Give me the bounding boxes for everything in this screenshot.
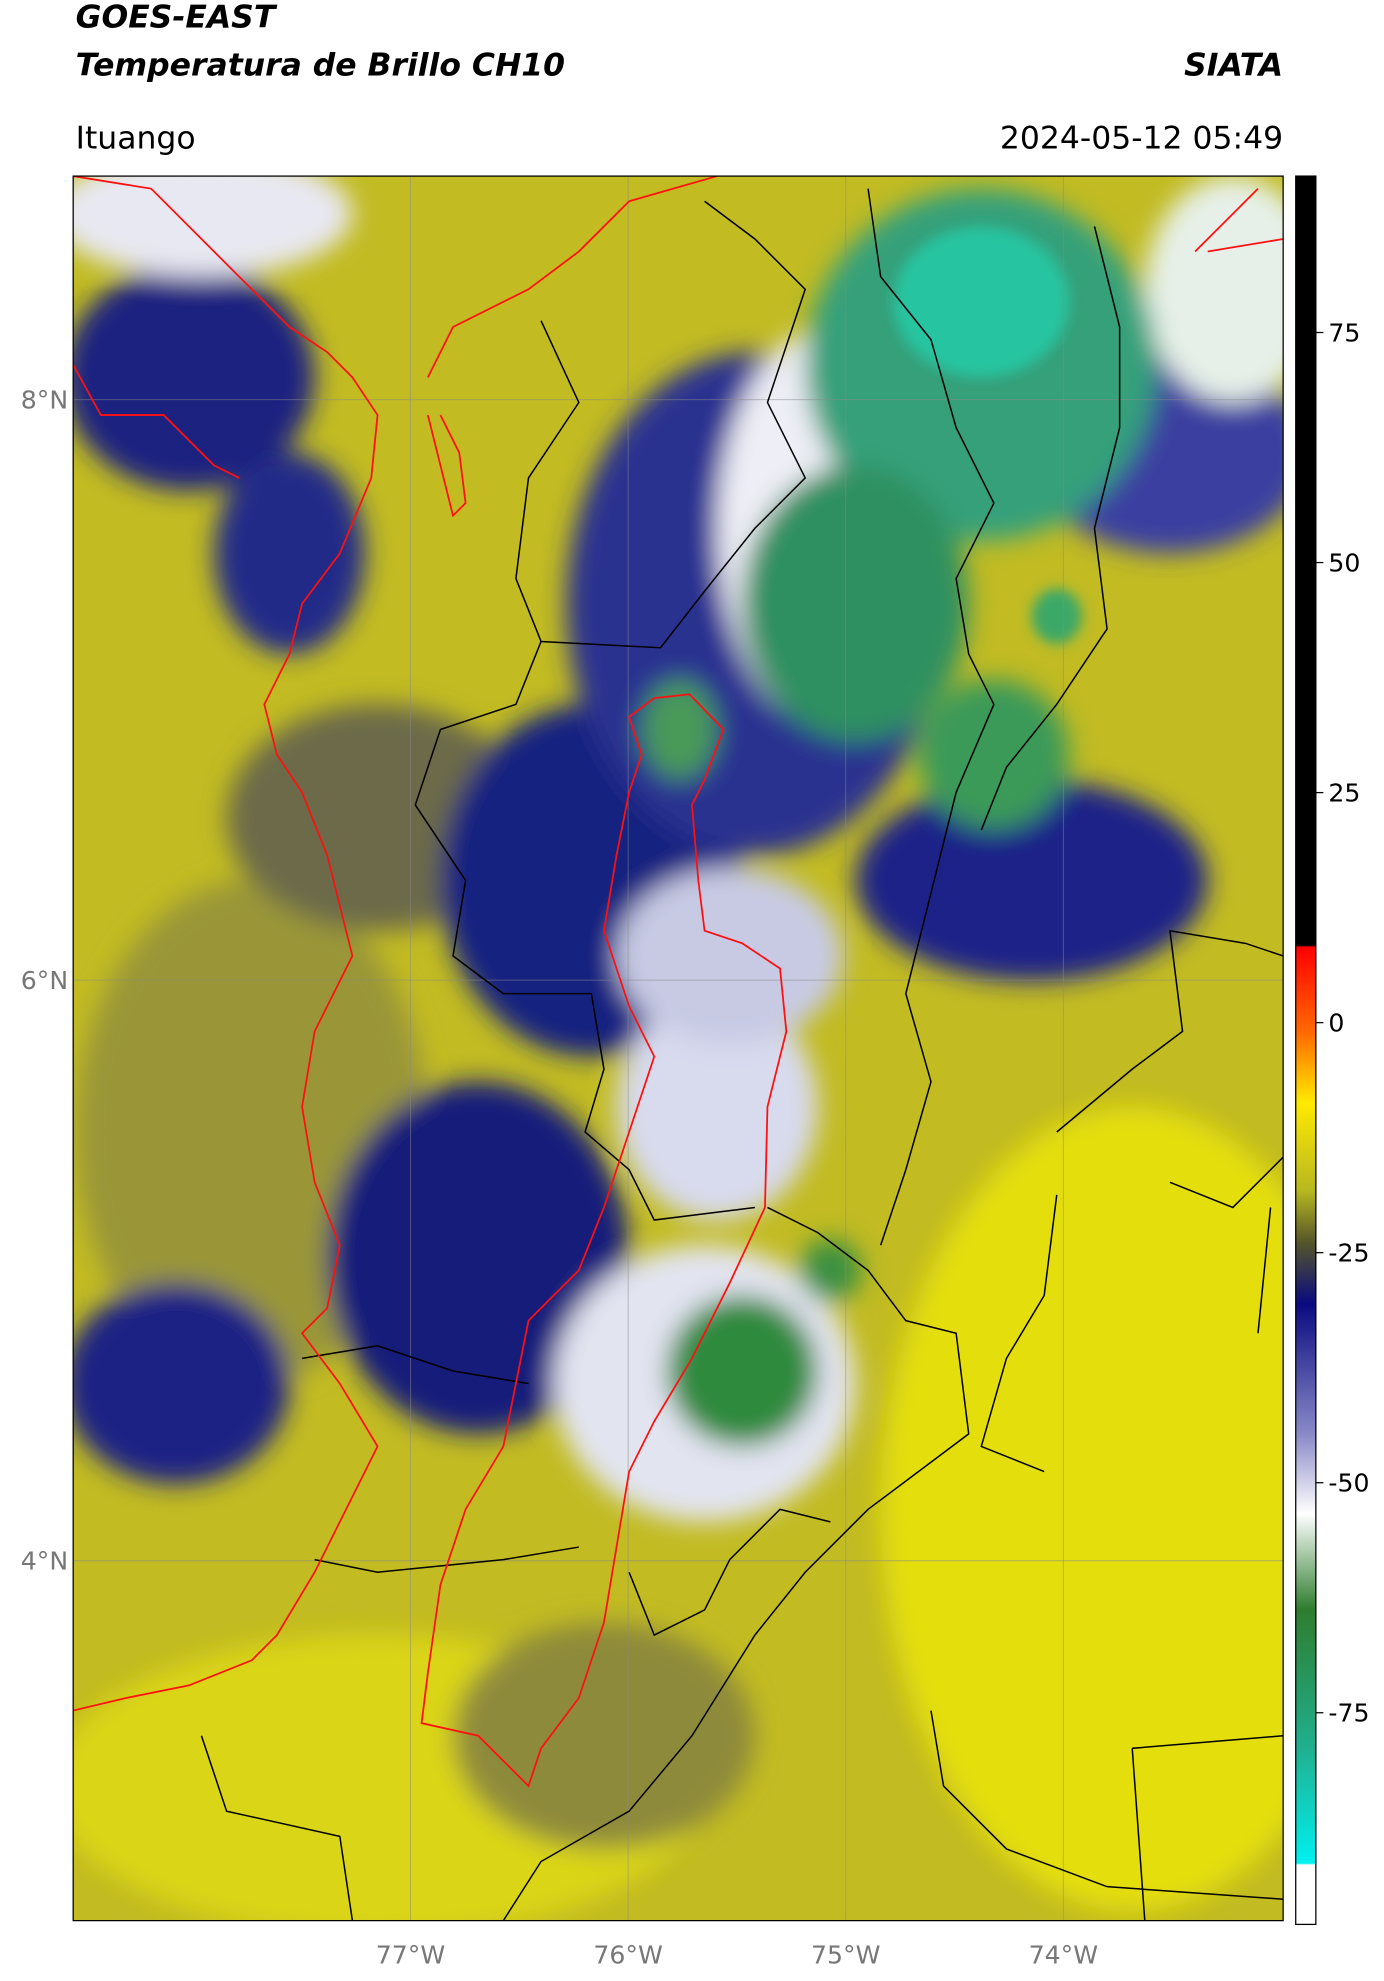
y-tick-label: 6°N bbox=[21, 966, 68, 995]
source: SIATA bbox=[1184, 47, 1283, 83]
x-tick-label: 74°W bbox=[1029, 1940, 1099, 1969]
colorbar-tick-label: 50 bbox=[1328, 548, 1360, 577]
datetime: 2024-05-12 05:49 bbox=[1000, 120, 1283, 156]
colorbar bbox=[1295, 175, 1317, 1926]
subtitle: Temperatura de Brillo CH10 bbox=[76, 47, 565, 83]
satellite-image bbox=[73, 176, 1284, 1921]
colorbar-tick-label: 75 bbox=[1328, 318, 1360, 347]
x-tick-label: 75°W bbox=[811, 1940, 881, 1969]
department-borders bbox=[200, 188, 1284, 1921]
y-tick-label: 4°N bbox=[21, 1546, 68, 1575]
x-tick-label: 77°W bbox=[376, 1940, 446, 1969]
colorbar-tick-label: -75 bbox=[1328, 1699, 1369, 1728]
y-tick-label: 8°N bbox=[21, 385, 68, 414]
grid bbox=[73, 176, 1284, 1921]
location: Ituango bbox=[76, 120, 196, 156]
colorbar-tick-label: -50 bbox=[1328, 1469, 1369, 1498]
colorbar-tick-label: -25 bbox=[1328, 1238, 1369, 1267]
map-frame bbox=[72, 175, 1284, 1922]
title: GOES-EAST bbox=[76, 0, 278, 36]
colorbar-tick-label: 0 bbox=[1328, 1008, 1344, 1037]
colorbar-tick-label: 25 bbox=[1328, 778, 1360, 807]
x-tick-label: 76°W bbox=[593, 1940, 663, 1969]
country-borders bbox=[73, 176, 1284, 1788]
